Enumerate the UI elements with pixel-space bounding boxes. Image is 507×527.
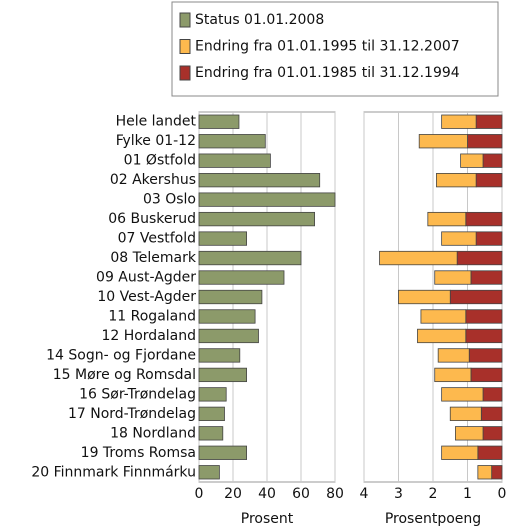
- category-label: 18 Nordland: [110, 425, 196, 441]
- bar: [198, 211, 315, 227]
- bar-segment: [427, 211, 467, 227]
- x-tick-label: 0: [195, 486, 204, 502]
- bar-segment: [465, 211, 503, 227]
- x-tick-label: 2: [429, 486, 438, 502]
- category-label: 11 Rogaland: [108, 308, 196, 324]
- bar-segment: [465, 309, 503, 324]
- x-axis-label: Prosent: [241, 511, 294, 527]
- bar-segment: [420, 309, 467, 324]
- bar: [198, 445, 247, 460]
- bar-segment: [467, 134, 503, 149]
- bar-segment: [417, 328, 467, 344]
- bar-segment: [456, 250, 503, 266]
- x-tick-label: 4: [360, 486, 369, 502]
- bar-segment: [441, 114, 477, 129]
- bar-segment: [449, 406, 482, 421]
- bar-segment: [491, 465, 503, 480]
- category-label: 03 Oslo: [143, 192, 196, 208]
- bar: [198, 250, 302, 266]
- category-label: 01 Østfold: [124, 153, 196, 169]
- x-tick-label: 0: [498, 486, 507, 502]
- bar: [198, 465, 220, 480]
- legend-box: [171, 1, 499, 97]
- bar: [198, 328, 259, 344]
- category-label: 14 Sogn- og Fjordane: [46, 347, 196, 363]
- bar: [198, 406, 225, 421]
- bar: [198, 114, 240, 129]
- bar: [198, 270, 285, 285]
- bar-segment: [437, 348, 470, 363]
- category-label: 19 Troms Romsa: [81, 445, 196, 461]
- category-label: 02 Akershus: [110, 172, 196, 188]
- bar: [198, 153, 271, 168]
- bar-segment: [441, 445, 479, 460]
- category-label: 20 Finnmark Finnmárku: [31, 464, 196, 480]
- x-tick-label: 1: [463, 486, 472, 502]
- legend-swatch: [179, 65, 191, 81]
- bar-segment: [455, 426, 484, 441]
- bar-segment: [477, 465, 493, 480]
- bar-segment: [477, 445, 503, 460]
- category-label: 15 Møre og Romsdal: [53, 367, 196, 383]
- bar-segment: [482, 153, 503, 168]
- category-label: 16 Sør-Trøndelag: [79, 386, 196, 402]
- x-tick-label: 60: [292, 486, 310, 502]
- bar: [198, 289, 263, 305]
- bar: [198, 192, 336, 207]
- bar: [198, 134, 266, 149]
- legend-label: Status 01.01.2008: [195, 12, 324, 28]
- x-tick-label: 40: [258, 486, 276, 502]
- bar-segment: [460, 153, 484, 168]
- legend-label: Endring fra 01.01.1985 til 31.12.1994: [195, 65, 460, 81]
- bar: [198, 309, 256, 324]
- category-label: 08 Telemark: [110, 250, 197, 266]
- bar-segment: [480, 406, 503, 421]
- bar-segment: [475, 114, 503, 129]
- bar: [198, 426, 224, 441]
- bar-segment: [379, 250, 458, 266]
- x-axis-label: Prosentpoeng: [385, 511, 481, 527]
- bar-segment: [434, 270, 472, 285]
- bar-segment: [465, 328, 503, 344]
- bar-segment: [441, 231, 477, 246]
- category-label: 07 Vestfold: [118, 231, 196, 247]
- bar: [198, 231, 247, 246]
- x-tick-label: 3: [394, 486, 403, 502]
- bar: [198, 348, 241, 363]
- category-label: 09 Aust-Agder: [96, 270, 196, 286]
- legend-swatch: [179, 39, 191, 54]
- category-label: 06 Buskerud: [108, 211, 196, 227]
- bar-segment: [468, 348, 503, 363]
- bar-segment: [418, 134, 468, 149]
- category-label: Hele landet: [116, 114, 197, 130]
- bar: [198, 173, 321, 188]
- bar: [198, 367, 247, 383]
- x-tick-label: 80: [326, 486, 344, 502]
- category-label: 10 Vest-Agder: [97, 289, 196, 305]
- bar-segment: [434, 367, 472, 383]
- bar-segment: [436, 173, 477, 188]
- bar-segment: [482, 387, 503, 402]
- category-label: 17 Nord-Trøndelag: [68, 406, 196, 422]
- category-label: Fylke 01-12: [116, 133, 196, 149]
- legend-label: Endring fra 01.01.1995 til 31.12.2007: [195, 39, 460, 55]
- bar-segment: [470, 270, 503, 285]
- bar-segment: [475, 173, 503, 188]
- bar: [198, 387, 227, 402]
- bar-segment: [398, 289, 451, 305]
- legend-swatch: [179, 12, 191, 28]
- x-tick-label: 20: [224, 486, 242, 502]
- bar-segment: [482, 426, 503, 441]
- bar-segment: [449, 289, 503, 305]
- category-label: 12 Hordaland: [101, 328, 196, 344]
- bar-segment: [470, 367, 503, 383]
- bar-segment: [441, 387, 484, 402]
- bar-segment: [475, 231, 503, 246]
